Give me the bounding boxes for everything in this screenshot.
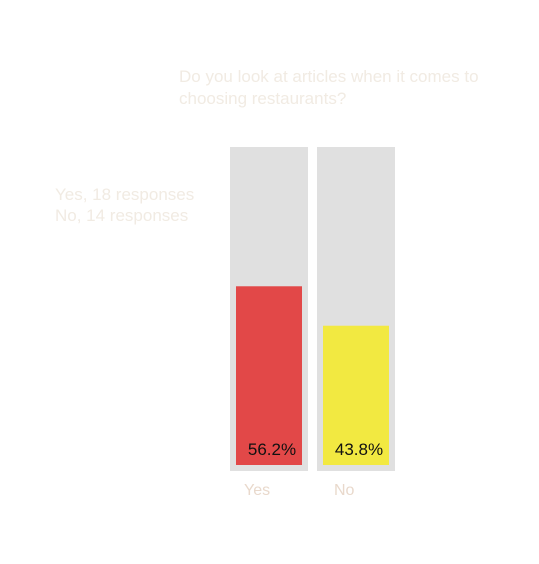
bars-layer: 56.2% Yes 43.8% No	[230, 147, 395, 499]
responses-no-text: No, 14 responses	[55, 206, 189, 225]
category-label-yes: Yes	[244, 482, 270, 499]
category-label-no: No	[334, 482, 355, 499]
value-label-yes: 56.2%	[248, 440, 296, 459]
chart-question: Do you look at articles when it comes to…	[179, 66, 519, 110]
bar-no	[323, 325, 389, 465]
chart-question-line-1: Do you look at articles when it comes to	[179, 67, 479, 86]
bar-yes	[236, 286, 302, 465]
value-label-no: 43.8%	[335, 440, 383, 459]
responses-yes-text: Yes, 18 responses	[55, 185, 195, 204]
chart-question-line-2: choosing restaurants?	[179, 89, 347, 108]
responses-summary: Yes, 18 responses No, 14 responses	[55, 184, 194, 226]
